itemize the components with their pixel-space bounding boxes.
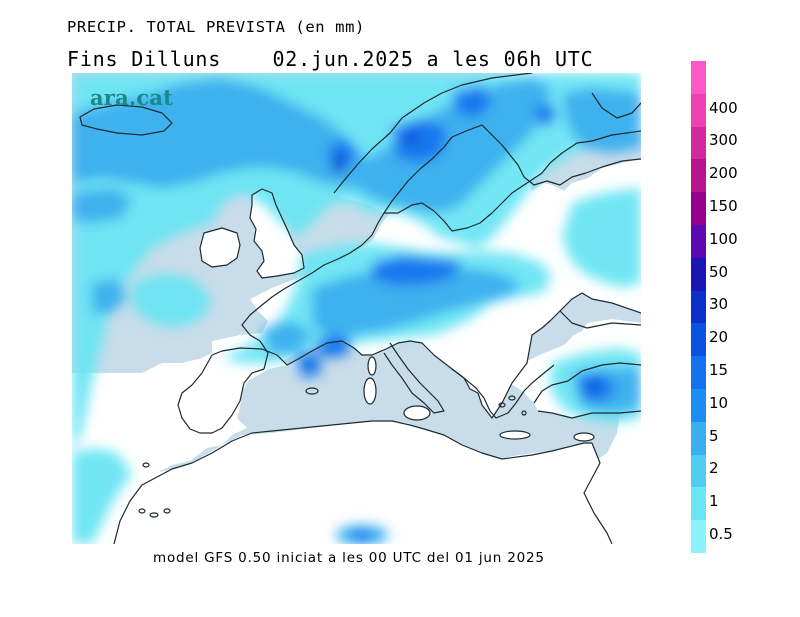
coastline-balkans <box>451 364 555 419</box>
coastline-aegean-3 <box>521 410 527 416</box>
colorbar-label: 200 <box>709 164 738 183</box>
land-north-africa <box>72 421 612 544</box>
coastline-balearics <box>305 387 319 395</box>
model-run-info: model GFS 0.50 iniciat a les 00 UTC del … <box>153 550 545 566</box>
colorbar-label: 100 <box>709 229 738 248</box>
coastline-sweden <box>383 124 483 214</box>
land-corsica <box>368 357 376 375</box>
colorbar-swatch <box>691 520 706 553</box>
map-subtitle: Fins Dilluns 02.jun.2025 a les 06h UTC <box>67 47 594 71</box>
land-ireland <box>200 228 240 267</box>
colorbar-label: 5 <box>709 426 719 445</box>
coastline-france-atlantic <box>241 252 351 370</box>
land-sardinia <box>364 378 376 404</box>
coastline-north-africa <box>191 420 592 464</box>
colorbar-swatch <box>691 192 706 225</box>
coastline-aegean-2 <box>508 395 516 401</box>
land-crete <box>500 431 530 439</box>
colorbar-label: 15 <box>709 361 729 379</box>
coastline-sicily <box>403 405 431 421</box>
colorbar-label: 10 <box>709 393 729 412</box>
land-iberia <box>178 348 287 433</box>
colorbar-swatch <box>691 356 706 389</box>
coastline-ireland <box>199 227 241 268</box>
coastline-iberia <box>177 354 265 434</box>
colorbar-label: 1 <box>709 492 719 511</box>
coastline-norway <box>333 73 533 194</box>
colorbar <box>691 61 706 553</box>
coastline-sardinia <box>363 377 377 405</box>
coastline-north-sea <box>349 130 641 254</box>
coastline-italy <box>383 342 445 414</box>
forecast-valid-time: 02.jun.2025 a les 06h UTC <box>272 47 594 71</box>
colorbar-label: 400 <box>709 98 738 117</box>
forecast-day: Fins Dilluns <box>67 47 222 71</box>
colorbar-label: 20 <box>709 328 729 347</box>
land-cyprus <box>574 433 594 441</box>
colorbar-swatch <box>691 93 706 127</box>
precipitation-map <box>72 73 641 544</box>
colorbar-label: 50 <box>709 262 729 281</box>
coastline-canary-a <box>138 508 146 514</box>
coastline-turkey-south <box>537 410 641 419</box>
precipitation-field <box>72 73 641 544</box>
coastline-iceland <box>79 104 173 136</box>
colorbar-swatch <box>691 126 706 160</box>
coastline-white-sea <box>591 92 641 119</box>
coastline-levant-red-sea <box>583 442 613 544</box>
coastline-baltic <box>481 124 641 186</box>
colorbar-swatch <box>691 323 706 357</box>
coastline-corsica <box>367 356 377 376</box>
coastline-aegean-1 <box>498 402 506 408</box>
coastline-great-britain <box>249 188 305 279</box>
coastline-atlantic-africa <box>113 462 193 544</box>
coastline-cyprus <box>573 432 595 442</box>
colorbar-swatch <box>691 487 706 521</box>
land-sicily <box>404 406 430 420</box>
coastline-black-sea <box>559 310 641 329</box>
colorbar-label: 300 <box>709 131 738 150</box>
coastline-europe <box>211 292 641 419</box>
coastline-madeira <box>142 462 150 468</box>
colorbar-swatch <box>691 454 706 488</box>
map-canvas <box>72 73 641 544</box>
coastline-canary-b <box>149 512 159 518</box>
colorbar-swatch <box>691 61 706 94</box>
coastline-turkey <box>533 362 641 404</box>
colorbar-label: 2 <box>709 459 719 478</box>
map-title: PRECIP. TOTAL PREVISTA (en mm) <box>67 18 365 36</box>
coastline-canary-c <box>163 508 171 514</box>
coastlines <box>79 73 641 544</box>
colorbar-swatch <box>691 224 706 258</box>
colorbar-swatch <box>691 290 706 324</box>
colorbar-label: 30 <box>709 295 729 314</box>
colorbar-swatch <box>691 421 706 455</box>
coastline-crete <box>499 430 531 440</box>
colorbar-swatch <box>691 388 706 422</box>
colorbar-label: 0.5 <box>709 525 733 543</box>
colorbar-swatch <box>691 257 706 291</box>
colorbar-label: 150 <box>709 197 738 215</box>
colorbar-swatch <box>691 159 706 193</box>
watermark-logo: ara.cat <box>90 85 174 110</box>
